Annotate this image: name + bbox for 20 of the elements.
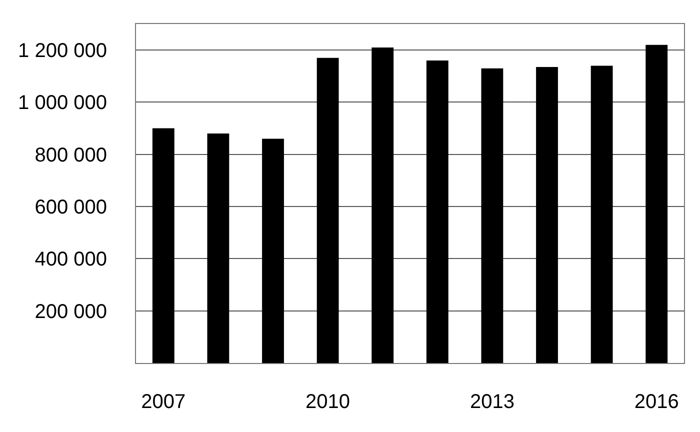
bar xyxy=(590,66,613,363)
bar xyxy=(426,60,448,363)
x-tick-label: 2013 xyxy=(470,391,514,413)
x-tick-label: 2016 xyxy=(634,391,679,413)
bar xyxy=(372,47,394,363)
x-tick-label: 2007 xyxy=(141,391,186,413)
bar xyxy=(646,44,668,363)
bar xyxy=(536,67,558,363)
y-tick-label: 800 000 xyxy=(34,144,107,166)
y-tick-label: 1 000 000 xyxy=(18,92,107,114)
y-tick-label: 1 200 000 xyxy=(18,40,107,62)
y-tick-label: 200 000 xyxy=(34,300,107,323)
bar xyxy=(316,58,339,363)
x-tick-label: 2010 xyxy=(306,391,350,413)
y-tick-label: 400 000 xyxy=(34,248,107,271)
bar xyxy=(152,128,174,363)
bar xyxy=(481,68,504,363)
bar xyxy=(207,134,230,363)
y-tick-label: 600 000 xyxy=(34,196,107,219)
bar xyxy=(262,138,284,363)
